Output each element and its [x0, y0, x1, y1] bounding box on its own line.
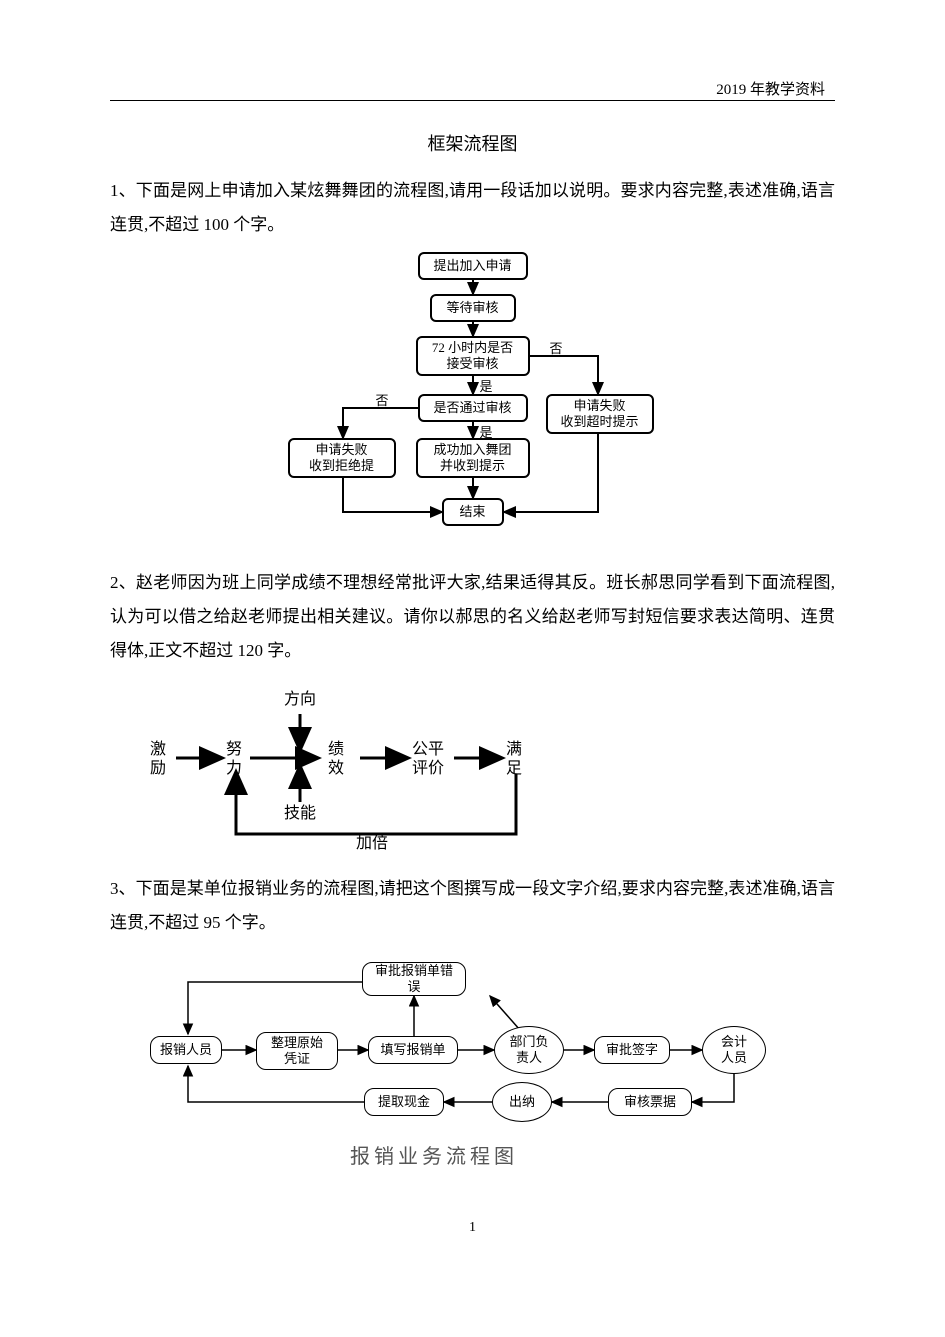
flowchart-1: 提出加入申请 等待审核 72 小时内是否 接受审核 是否通过审核 成功加入舞团 … — [258, 252, 688, 552]
fc1-label-no-right: 否 — [550, 338, 563, 357]
fc3-node-error: 审批报销单错 误 — [362, 962, 466, 996]
question-3-text: 3、下面是某单位报销业务的流程图,请把这个图撰写成一段文字介绍,要求内容完整,表… — [110, 872, 835, 940]
fc2-node-fair: 公平 评价 — [412, 740, 444, 778]
fc3-node-cashier: 出纳 — [492, 1082, 552, 1122]
fc1-node-72h: 72 小时内是否 接受审核 — [416, 336, 530, 376]
fc2-node-performance: 绩 效 — [328, 740, 344, 778]
fc3-node-staff: 报销人员 — [150, 1036, 222, 1064]
fc1-node-wait: 等待审核 — [430, 294, 516, 322]
fc3-node-account: 会计 人员 — [702, 1026, 766, 1074]
header-rule — [110, 100, 835, 101]
flowchart-2: 激 励 努 力 绩 效 公平 评价 满 足 方向 技能 加倍 — [150, 678, 570, 858]
fc1-node-success: 成功加入舞团 并收到提示 — [416, 438, 530, 478]
fc2-node-incentive: 激 励 — [150, 740, 166, 778]
fc3-node-sort: 整理原始 凭证 — [256, 1032, 338, 1070]
fc3-node-sign: 审批签字 — [594, 1036, 670, 1064]
fc1-label-no-left: 否 — [376, 390, 389, 409]
page-number: 1 — [110, 1220, 835, 1236]
fc1-node-pass: 是否通过审核 — [418, 394, 528, 422]
fc2-node-satisfy: 满 足 — [506, 740, 522, 778]
fc1-node-end: 结束 — [442, 498, 504, 526]
flowchart-3: 报销人员 整理原始 凭证 填写报销单 审批报销单错 误 部门负 责人 审批签字 … — [140, 950, 780, 1180]
question-2-text: 2、赵老师因为班上同学成绩不理想经常批评大家,结果适得其反。班长郝思同学看到下面… — [110, 566, 835, 668]
fc3-node-manager: 部门负 责人 — [494, 1026, 564, 1074]
fc2-node-effort: 努 力 — [226, 740, 242, 778]
fc2-label-direction: 方向 — [284, 690, 316, 709]
fc1-node-reject-right: 申请失败 收到超时提示 — [546, 394, 654, 434]
fc3-node-fill: 填写报销单 — [368, 1036, 458, 1064]
fc1-label-yes-2: 是 — [480, 422, 493, 441]
question-1-text: 1、下面是网上申请加入某炫舞舞团的流程图,请用一段话加以说明。要求内容完整,表述… — [110, 174, 835, 242]
fc3-node-cash: 提取现金 — [364, 1088, 444, 1116]
fc1-label-yes-1: 是 — [480, 376, 493, 395]
fc3-node-audit: 审核票据 — [608, 1088, 692, 1116]
header-year: 2019 年教学资料 — [716, 78, 825, 99]
page: 2019 年教学资料 框架流程图 1、下面是网上申请加入某炫舞舞团的流程图,请用… — [0, 0, 945, 1276]
page-title: 框架流程图 — [110, 130, 835, 156]
fc2-label-double: 加倍 — [356, 834, 388, 853]
fc1-node-reject-left: 申请失败 收到拒绝提 — [288, 438, 396, 478]
fc2-label-skill: 技能 — [284, 804, 316, 823]
fc1-node-apply: 提出加入申请 — [418, 252, 528, 280]
fc3-caption: 报销业务流程图 — [350, 1140, 518, 1169]
